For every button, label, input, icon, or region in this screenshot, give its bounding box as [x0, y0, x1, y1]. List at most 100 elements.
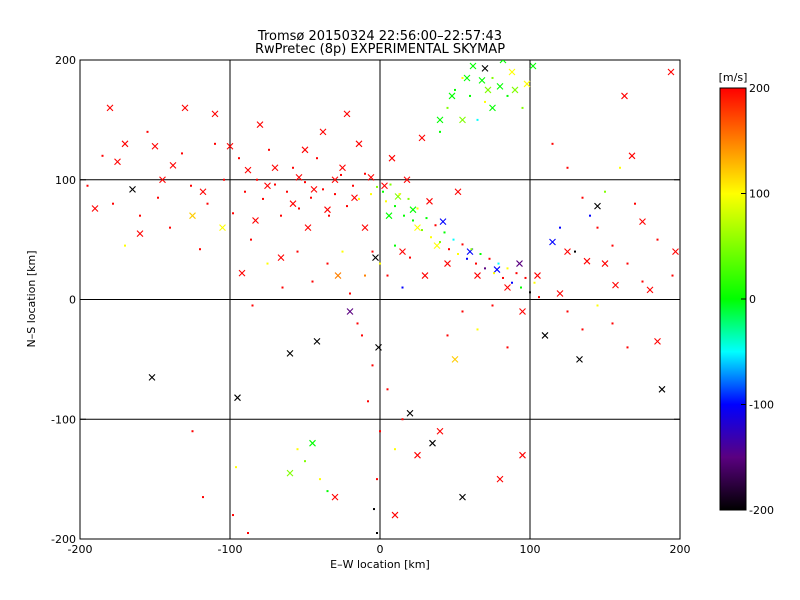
data-point-dot [551, 142, 554, 145]
data-point-dot [611, 322, 614, 325]
data-point-dot [281, 286, 284, 289]
data-point-dot [506, 267, 509, 270]
data-point-cross [508, 68, 516, 76]
data-point-dot [626, 262, 629, 265]
data-point-dot [394, 448, 396, 451]
data-point-cross [504, 284, 511, 291]
data-point-dot [139, 214, 141, 217]
data-point-cross [639, 218, 646, 226]
data-point-dot [476, 328, 479, 331]
data-point-dot [247, 532, 249, 535]
data-point-dot [634, 202, 636, 205]
data-point-dot [370, 193, 372, 196]
data-point-cross [355, 140, 363, 148]
x-tick-label: 100 [520, 543, 541, 556]
colorbar-tick-label: 0 [749, 293, 756, 306]
data-point-dot [439, 241, 441, 244]
data-points [86, 60, 679, 535]
data-point-dot [626, 346, 629, 349]
data-point-cross [310, 185, 318, 193]
data-point-cross [459, 116, 466, 124]
data-point-dot [574, 250, 576, 253]
x-tick-label: -200 [68, 543, 93, 556]
data-point-cross [621, 92, 628, 100]
data-point-dot [238, 157, 240, 160]
data-point-dot [430, 236, 432, 239]
data-point-cross [523, 80, 531, 88]
data-point-dot [304, 181, 306, 184]
data-point-cross [496, 475, 504, 483]
colorbar-tick-label: -100 [749, 399, 774, 412]
data-point-dot [506, 346, 509, 349]
data-point-cross [289, 200, 297, 208]
data-point-cross [234, 394, 241, 402]
data-point-cross [583, 257, 591, 265]
data-point-cross [277, 254, 285, 261]
data-point-cross [451, 355, 459, 363]
data-point-dot [112, 202, 114, 205]
data-point-dot [341, 250, 344, 253]
data-point-cross [459, 493, 466, 501]
colorbar: [m/s] 200 100 0 -100 -200 [719, 71, 774, 517]
data-point-dot [641, 280, 644, 283]
data-point-dot [533, 281, 536, 284]
data-point-cross [181, 104, 189, 112]
data-point-cross [244, 166, 252, 174]
data-point-dot [376, 478, 378, 481]
data-point-cross [121, 140, 129, 148]
data-point-dot [484, 100, 486, 103]
data-point-dot [328, 214, 330, 217]
data-point-dot [457, 252, 459, 255]
data-point-dot [373, 508, 375, 511]
data-point-cross [493, 266, 501, 273]
data-point-cross [646, 286, 654, 294]
data-point-cross [301, 146, 309, 154]
data-point-dot [559, 226, 561, 229]
data-point-dot [470, 248, 473, 251]
data-point-dot [581, 328, 584, 331]
data-point-dot [86, 184, 89, 187]
data-point-dot [364, 172, 366, 175]
data-point-dot [461, 243, 464, 246]
data-point-dot [443, 231, 446, 234]
data-point-dot [364, 274, 366, 277]
data-point-dot [386, 274, 389, 277]
data-point-cross [612, 281, 619, 289]
data-point-dot [311, 280, 314, 283]
data-point-cross [511, 86, 519, 94]
data-point-cross [534, 272, 541, 279]
data-point-dot [214, 142, 216, 145]
data-point-dot [181, 152, 183, 155]
data-point-cross [439, 218, 447, 226]
colorbar-ticks: 200 100 0 -100 -200 [741, 82, 774, 517]
data-point-cross [381, 182, 388, 190]
data-point-cross [159, 176, 166, 184]
data-point-dot [476, 118, 479, 121]
data-point-cross [474, 272, 481, 279]
data-point-dot [398, 193, 401, 196]
data-point-cross [351, 194, 358, 202]
data-point-dot [596, 304, 599, 307]
data-point-cross [433, 242, 441, 250]
data-point-dot [386, 388, 389, 391]
data-point-dot [604, 190, 606, 193]
data-point-dot [529, 291, 531, 294]
data-point-dot [349, 292, 351, 295]
data-point-dot [656, 238, 659, 241]
data-point-cross [367, 173, 375, 181]
data-point-dot [566, 166, 569, 169]
data-point-cross [403, 176, 411, 184]
chart-title: Tromsø 20150324 22:56:00–22:57:43 [257, 29, 502, 44]
data-point-dot [326, 262, 329, 265]
data-point-cross [601, 260, 609, 267]
y-tick-label: -100 [51, 413, 76, 426]
data-point-dot [346, 205, 348, 208]
data-point-dot [304, 460, 306, 463]
x-axis-title: E–W location [km] [330, 558, 430, 571]
data-point-dot [206, 202, 209, 205]
data-point-cross [463, 74, 471, 82]
data-point-dot [298, 207, 300, 210]
data-point-cross [564, 248, 571, 255]
data-point-cross [519, 451, 526, 459]
